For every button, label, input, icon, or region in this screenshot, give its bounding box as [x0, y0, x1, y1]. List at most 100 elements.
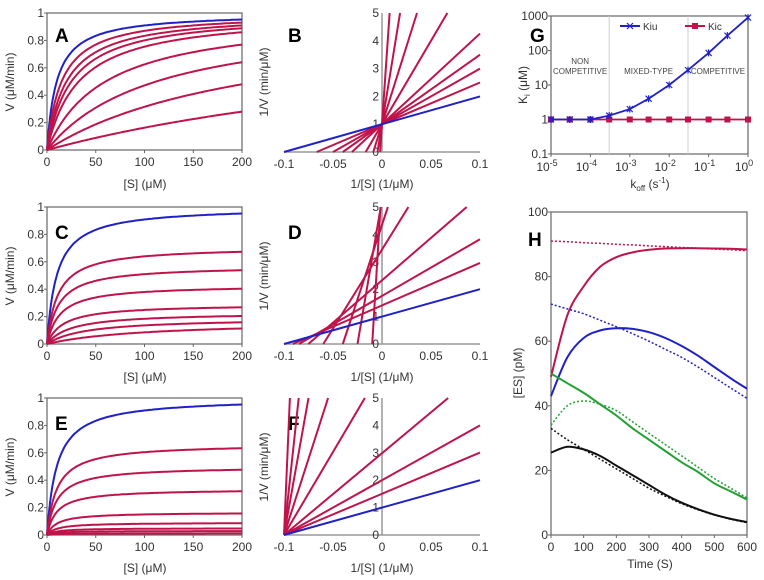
- lb-line-7: [283, 397, 300, 536]
- y-tick-label: 0: [372, 528, 379, 542]
- mm-curve-7: [46, 83, 243, 151]
- x-tick-label: 150: [183, 540, 203, 554]
- x-tick-label: 0: [44, 540, 51, 554]
- x-tick-label: 0: [379, 157, 386, 171]
- series-red-dotted: [550, 240, 748, 252]
- lb-line-5: [341, 206, 389, 345]
- x-axis-label: [S] (μM): [124, 561, 167, 575]
- y-tick-label: 0.1: [531, 147, 548, 161]
- x-tick-label: 100: [134, 349, 154, 363]
- x-tick-label: 10-1: [694, 158, 715, 174]
- y-tick-label: 100: [528, 205, 548, 219]
- x-tick-label: 50: [89, 155, 103, 169]
- lb-line-2: [332, 67, 481, 153]
- panel-label: H: [528, 230, 542, 251]
- x-tick-label: 150: [183, 349, 203, 363]
- y-axis-label: Ki (μM): [516, 66, 532, 104]
- mm-curve-6: [46, 61, 243, 151]
- legend-label: Kiu: [643, 22, 657, 33]
- series-blue-solid: [550, 327, 748, 397]
- y-tick-label: 2: [372, 89, 379, 103]
- region-label: COMPETITIVE: [691, 67, 745, 76]
- y-axis-label: V (μM/min): [3, 247, 17, 306]
- mm-curve-0: [46, 212, 243, 344]
- mm-curve-2: [46, 24, 243, 151]
- y-tick-label: 0.6: [27, 446, 44, 460]
- y-tick-label: 0.4: [27, 282, 44, 296]
- mm-curve-3: [46, 27, 243, 151]
- y-axis-label: V (μM/min): [3, 53, 17, 112]
- data-point-star: [665, 81, 673, 89]
- mm-curve-1: [46, 21, 243, 151]
- data-point-square: [705, 116, 712, 123]
- y-tick-label: 5: [372, 391, 379, 405]
- lb-line-8: [379, 12, 391, 153]
- y-tick-label: 1000: [521, 9, 548, 23]
- y-axis-label: V (μM/min): [3, 438, 17, 497]
- lb-line-1: [316, 81, 481, 153]
- lb-line-3: [307, 206, 468, 345]
- mm-curve-7: [46, 327, 243, 345]
- x-tick-label: 0: [44, 155, 51, 169]
- x-tick-label: 200: [606, 540, 626, 554]
- lb-line-2: [283, 424, 481, 536]
- y-tick-label: 1: [37, 200, 44, 214]
- lb-line-5: [283, 397, 330, 536]
- y-tick-label: 100: [528, 44, 548, 58]
- x-axis-label: [S] (μM): [124, 370, 167, 384]
- x-tick-label: 500: [704, 540, 724, 554]
- mm-curve-6: [46, 321, 243, 345]
- x-axis-label: 1/[S] (1/μM): [351, 561, 414, 575]
- x-tick-label: 100: [574, 540, 594, 554]
- region-label: MIXED-TYPE: [624, 67, 673, 76]
- plot-frame: [46, 12, 243, 151]
- series-blue-dotted: [550, 303, 748, 400]
- y-tick-label: 20: [535, 463, 549, 477]
- mm-curve-1: [46, 447, 243, 536]
- y-axis-label: [ES] (pM): [511, 348, 525, 399]
- y-tick-label: 1: [541, 113, 548, 127]
- mm-curve-4: [46, 31, 243, 151]
- mm-curve-0: [46, 18, 243, 150]
- lb-line-5: [364, 12, 449, 153]
- x-tick-label: -0.05: [319, 540, 347, 554]
- x-axis-label: 1/[S] (1/μM): [351, 177, 414, 191]
- mm-curve-2: [46, 468, 242, 536]
- x-tick-label: -0.1: [274, 157, 295, 171]
- y-tick-label: 1: [372, 117, 379, 131]
- series-green-dotted: [550, 400, 748, 499]
- y-tick-label: 1: [37, 391, 44, 405]
- y-tick-label: 3: [372, 255, 379, 269]
- y-tick-label: 1: [37, 6, 44, 20]
- x-tick-label: 200: [232, 349, 252, 363]
- data-point-square: [724, 116, 731, 123]
- data-point-star: [645, 95, 653, 103]
- mm-curve-5: [46, 522, 242, 536]
- mm-curve-5: [46, 43, 243, 151]
- panel-label: F: [288, 414, 300, 435]
- y-tick-label: 5: [372, 200, 379, 214]
- y-tick-label: 80: [535, 270, 549, 284]
- y-tick-label: 0: [372, 145, 379, 159]
- x-axis-label: [S] (μM): [124, 177, 167, 191]
- x-tick-label: -0.1: [274, 540, 295, 554]
- panel-label: D: [288, 223, 302, 244]
- data-point-square: [645, 116, 652, 123]
- x-tick-label: 0.05: [419, 157, 443, 171]
- y-tick-label: 5: [372, 6, 379, 20]
- plot-frame: [550, 15, 749, 155]
- x-tick-label: 10-3: [615, 158, 636, 174]
- x-tick-label: 50: [89, 349, 103, 363]
- y-tick-label: 60: [535, 334, 549, 348]
- y-tick-label: 4: [372, 418, 379, 432]
- panel-label: G: [530, 26, 545, 47]
- panel-G: G 10-5 10-4 10-3 10-2 10-1 100 0.1 1 10 100 1000 kof…: [516, 9, 753, 193]
- lb-line-0: [283, 95, 481, 153]
- y-tick-label: 0.8: [27, 33, 44, 47]
- lb-line-3: [283, 397, 449, 536]
- panel-C: C 0 50 100 150 200 0 0.2 0.4 0.6 0.8 1 [S] (μM) V (μM…: [3, 200, 252, 384]
- series-green-solid: [550, 372, 748, 501]
- x-tick-label: 300: [639, 540, 659, 554]
- data-point-square: [684, 116, 691, 123]
- legend-marker-star: [626, 22, 634, 30]
